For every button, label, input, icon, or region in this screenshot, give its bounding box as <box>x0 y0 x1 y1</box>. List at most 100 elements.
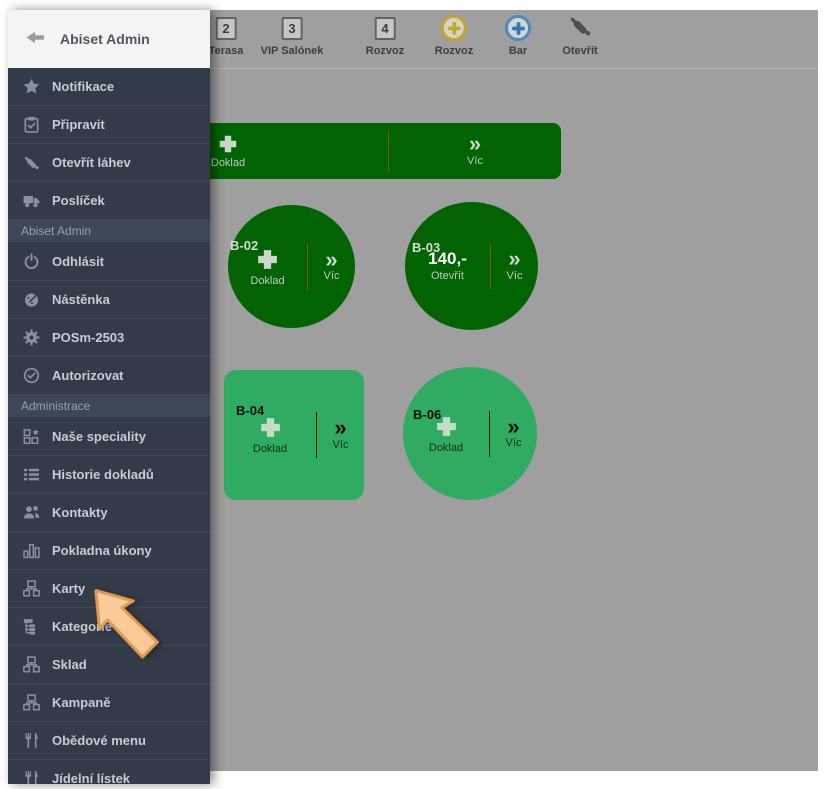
sidebar-item-jidelni-listek[interactable]: Jídelní lístek <box>8 760 210 784</box>
sidebar-item-pokladna-ukony[interactable]: Pokladna úkony <box>8 532 210 570</box>
sidebar-item-sklad[interactable]: Sklad <box>8 646 210 684</box>
sidebar-item-label: Autorizovat <box>52 368 124 383</box>
room-toolbar: 2 Terasa 3 VIP Salónek 4 Rozvoz Rozvoz Bar Otevř… <box>8 10 818 69</box>
sidebar-item-obedove-menu[interactable]: Obědové menu <box>8 722 210 760</box>
toolbar-item-rozvoz[interactable]: Rozvoz <box>435 14 473 57</box>
plus-icon <box>434 414 459 439</box>
sidebar-item-label: Notifikace <box>52 79 115 94</box>
blocks-star-icon <box>21 428 41 445</box>
number-badge: 4 <box>374 16 396 40</box>
toolbar-item-vip-salonek[interactable]: 3 VIP Salónek <box>260 14 324 57</box>
sidebar-item-kategorie[interactable]: Kategorie <box>8 608 210 646</box>
divider <box>489 410 490 457</box>
table-button-b-03[interactable]: B-03 140,- Otevřít » Víc <box>405 202 538 330</box>
people-icon <box>21 504 41 521</box>
toolbar-item-otevrit[interactable]: Otevřít <box>562 14 598 57</box>
table-name: B-02 <box>230 238 259 253</box>
bar-chart-icon <box>21 542 41 559</box>
sidebar-item-otevrit-lahev[interactable]: Otevřít láhev <box>8 144 210 182</box>
sidebar-item-notifikace[interactable]: Notifikace <box>8 68 210 106</box>
truck-icon <box>21 192 41 209</box>
sidebar-section-label: Administrace <box>21 399 91 413</box>
table-open-action[interactable]: 140,- Otevřít <box>405 202 490 330</box>
divider <box>307 243 308 290</box>
sidebar-item-historie-dokladu[interactable]: Historie dokladů <box>8 456 210 494</box>
cursor-arrow <box>77 572 175 675</box>
table-more-action[interactable]: » Víc <box>491 202 538 330</box>
table-button-b-02[interactable]: B-02 Doklad » Víc <box>228 205 355 328</box>
table-more-action[interactable]: » Víc <box>490 367 537 500</box>
sidebar-item-label: Naše speciality <box>52 429 146 444</box>
sidebar-item-label: POSm-2503 <box>52 330 125 345</box>
cutlery-icon <box>21 732 41 749</box>
table-top-doklad-action[interactable]: Doklad <box>68 123 388 179</box>
more-chevron-icon: » <box>507 413 520 439</box>
more-chevron-icon: » <box>508 246 521 272</box>
toolbar-item-label: Rozvoz <box>365 45 405 57</box>
sidebar-item-pripravit[interactable]: Připravit <box>8 106 210 144</box>
toolbar-item-terasa[interactable]: 2 Terasa <box>208 14 244 57</box>
table-doklad-action[interactable]: Doklad <box>228 205 307 328</box>
table-doklad-action[interactable]: Doklad <box>403 367 489 500</box>
plus-circle-yellow-icon <box>441 15 467 41</box>
blocks-icon <box>21 694 41 711</box>
sidebar-item-kampane[interactable]: Kampaně <box>8 684 210 722</box>
sidebar-item-label: Historie dokladů <box>52 467 154 482</box>
sidebar-item-label: Sklad <box>52 657 87 672</box>
sidebar-item-label: Nástěnka <box>52 292 110 307</box>
more-label: Víc <box>323 270 340 283</box>
table-amount: 140,- <box>428 249 467 268</box>
number-badge: 2 <box>215 16 237 40</box>
list-icon <box>21 466 41 483</box>
sidebar-item-odhlasit[interactable]: Odhlásit <box>8 243 210 281</box>
sidebar-item-label: Otevřít láhev <box>52 155 131 170</box>
sidebar-item-autorizovat[interactable]: Autorizovat <box>8 357 210 395</box>
sidebar-header-label: Abiset Admin <box>60 31 150 47</box>
sidebar-item-poslicek[interactable]: Poslíček <box>8 182 210 220</box>
action-label: Otevřít <box>430 270 464 282</box>
sidebar-section-abiset-admin: Abiset Admin <box>8 220 210 243</box>
table-top-more-action[interactable]: » Víc <box>389 123 561 179</box>
gear-icon <box>21 329 41 346</box>
cutlery-icon <box>21 770 41 784</box>
divider <box>490 243 491 289</box>
sidebar-menu: Abiset Admin Notifikace Připravit Otevřít … <box>8 10 210 784</box>
sidebar-item-kontakty[interactable]: Kontakty <box>8 494 210 532</box>
toolbar-item-label: VIP Salónek <box>260 45 324 57</box>
sidebar-header-abiset-admin[interactable]: Abiset Admin <box>8 10 210 68</box>
toolbar-item-bar[interactable]: Bar <box>505 14 531 57</box>
table-more-action[interactable]: » Víc <box>317 370 364 500</box>
bottle-icon <box>21 154 41 171</box>
clipboard-check-icon <box>21 116 41 133</box>
action-label: Doklad <box>428 441 464 454</box>
divider <box>388 130 389 172</box>
more-chevron-icon: » <box>468 131 482 157</box>
sidebar-item-posm-2503[interactable]: POSm-2503 <box>8 319 210 357</box>
sidebar-section-administrace: Administrace <box>8 395 210 418</box>
table-name: B-03 <box>412 240 441 255</box>
sidebar-item-nase-speciality[interactable]: Naše speciality <box>8 418 210 456</box>
more-label: Víc <box>505 437 522 450</box>
table-button-b-04[interactable]: B-04 Doklad » Víc <box>224 370 364 500</box>
sidebar-item-label: Odhlásit <box>52 254 105 269</box>
sidebar-item-label: Připravit <box>52 117 105 132</box>
toolbar-item-rozvoz[interactable]: 4 Rozvoz <box>365 14 405 57</box>
blocks-icon <box>21 656 41 673</box>
table-more-action[interactable]: » Víc <box>308 205 355 328</box>
table-name: B-06 <box>413 407 442 422</box>
toolbar-item-label: Bar <box>508 45 528 57</box>
more-chevron-icon: » <box>334 415 347 441</box>
sidebar-item-label: Jídelní lístek <box>52 771 131 784</box>
number-badge: 3 <box>281 16 303 40</box>
table-doklad-action[interactable]: Doklad <box>224 370 316 500</box>
back-arrow-icon[interactable] <box>25 29 46 49</box>
action-label: Doklad <box>250 274 285 287</box>
sidebar-item-label: Poslíček <box>52 193 105 208</box>
blocks-icon <box>21 580 41 597</box>
sidebar-item-nastenka[interactable]: Nástěnka <box>8 281 210 319</box>
sidebar-item-label: Kontakty <box>52 505 108 520</box>
toolbar-item-label: Terasa <box>208 45 244 57</box>
table-button-b-06[interactable]: B-06 Doklad » Víc <box>403 367 537 500</box>
sidebar-item-label: Kampaně <box>52 695 111 710</box>
